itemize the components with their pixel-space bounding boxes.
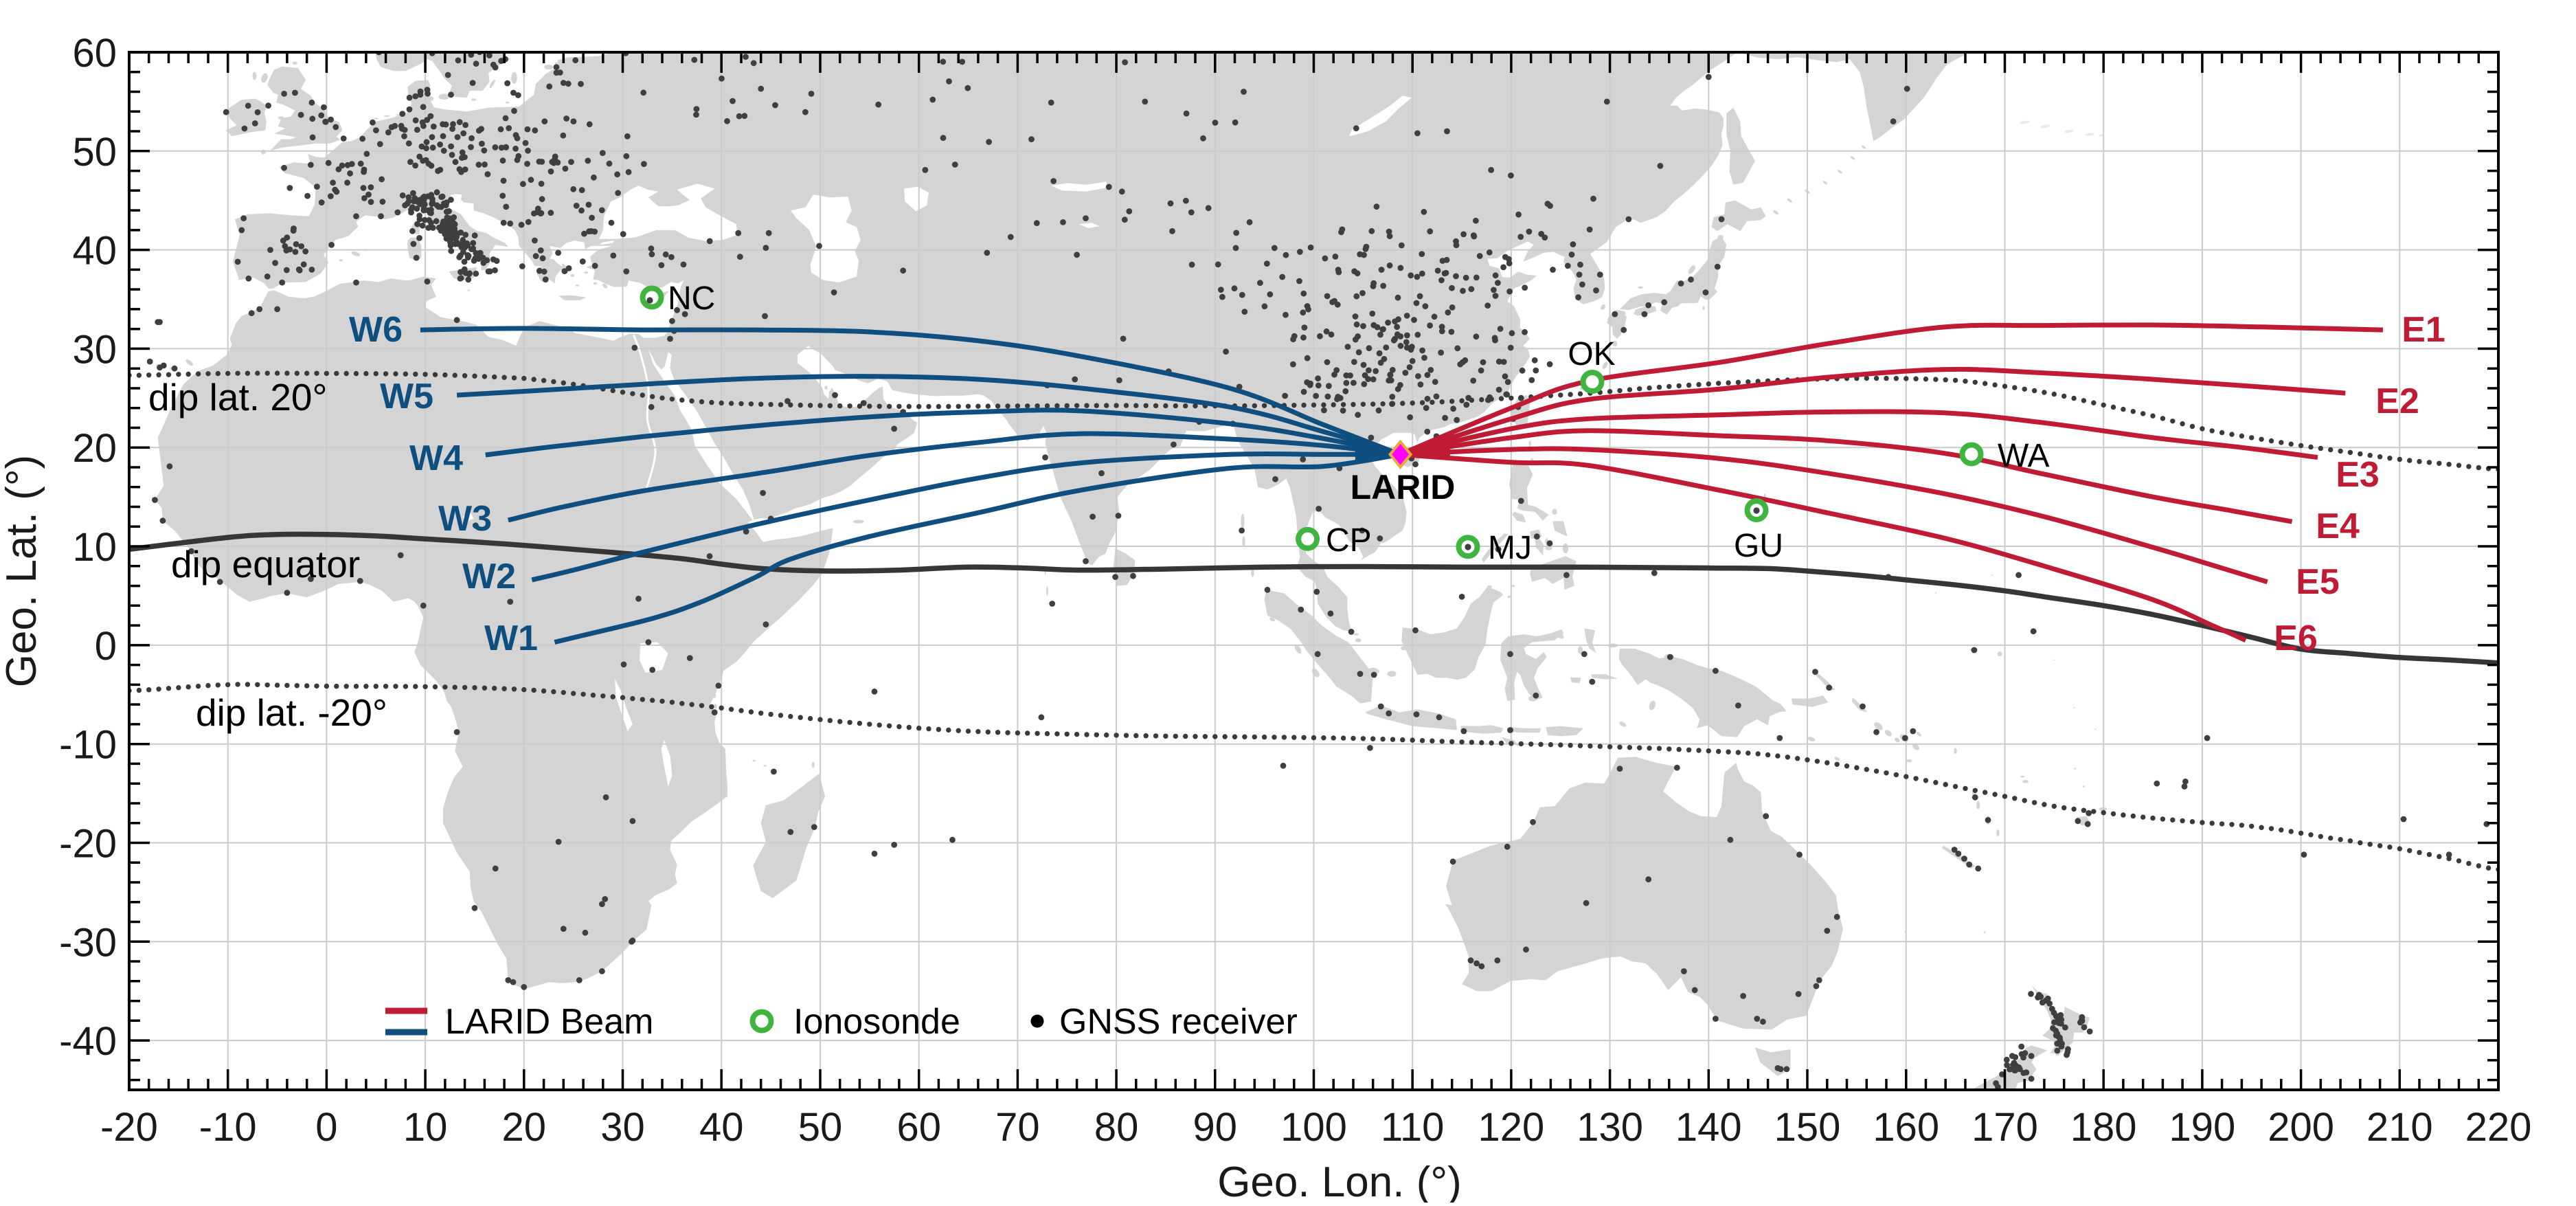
svg-text:30: 30 [72, 327, 117, 372]
svg-text:-30: -30 [59, 920, 117, 965]
svg-text:dip lat. 20°: dip lat. 20° [148, 376, 328, 418]
svg-text:10: 10 [403, 1105, 448, 1150]
svg-text:170: 170 [1971, 1105, 2038, 1150]
svg-text:160: 160 [1873, 1105, 1939, 1150]
svg-text:W4: W4 [409, 438, 463, 478]
svg-text:100: 100 [1280, 1105, 1347, 1150]
svg-text:-20: -20 [100, 1105, 158, 1150]
svg-text:120: 120 [1478, 1105, 1545, 1150]
svg-text:Ionosonde: Ionosonde [793, 1002, 960, 1042]
svg-text:dip lat. -20°: dip lat. -20° [196, 691, 387, 734]
svg-text:60: 60 [72, 31, 117, 76]
svg-text:LARID Beam: LARID Beam [445, 1002, 653, 1042]
svg-text:-10: -10 [59, 723, 117, 768]
svg-text:40: 40 [72, 229, 117, 273]
svg-text:-40: -40 [59, 1019, 117, 1064]
svg-text:140: 140 [1675, 1105, 1742, 1150]
svg-text:W5: W5 [380, 377, 433, 416]
svg-text:E5: E5 [2296, 562, 2340, 602]
svg-text:W2: W2 [462, 557, 516, 596]
svg-text:190: 190 [2169, 1105, 2236, 1150]
svg-text:W6: W6 [349, 310, 403, 350]
svg-text:LARID: LARID [1351, 468, 1456, 506]
svg-text:80: 80 [1094, 1105, 1139, 1150]
svg-text:20: 20 [72, 426, 117, 471]
svg-text:GNSS receiver: GNSS receiver [1059, 1002, 1298, 1042]
svg-text:E3: E3 [2336, 455, 2380, 495]
svg-text:Geo. Lat. (°): Geo. Lat. (°) [0, 455, 45, 687]
svg-text:CP: CP [1326, 522, 1372, 559]
svg-text:0: 0 [315, 1105, 337, 1150]
svg-text:220: 220 [2465, 1105, 2532, 1150]
svg-text:50: 50 [798, 1105, 843, 1150]
svg-text:50: 50 [72, 130, 117, 175]
svg-text:10: 10 [72, 525, 117, 570]
svg-text:180: 180 [2070, 1105, 2137, 1150]
svg-text:200: 200 [2268, 1105, 2334, 1150]
svg-text:-10: -10 [199, 1105, 257, 1150]
svg-text:dip equator: dip equator [171, 543, 360, 585]
svg-text:W1: W1 [484, 618, 538, 658]
svg-text:E6: E6 [2274, 618, 2318, 658]
svg-text:OK: OK [1568, 336, 1615, 372]
svg-text:MJ: MJ [1488, 530, 1532, 566]
svg-text:Geo. Lon. (°): Geo. Lon. (°) [1217, 1159, 1462, 1203]
svg-text:110: 110 [1381, 1105, 1444, 1150]
svg-text:E4: E4 [2316, 506, 2360, 546]
svg-text:70: 70 [995, 1105, 1040, 1150]
svg-text:W3: W3 [438, 499, 492, 539]
svg-text:40: 40 [699, 1105, 744, 1150]
svg-text:E1: E1 [2402, 310, 2445, 350]
svg-text:210: 210 [2366, 1105, 2433, 1150]
svg-text:150: 150 [1774, 1105, 1841, 1150]
svg-text:-20: -20 [59, 822, 117, 867]
svg-text:60: 60 [896, 1105, 941, 1150]
svg-text:NC: NC [668, 280, 715, 317]
svg-text:GU: GU [1734, 528, 1783, 564]
svg-text:WA: WA [1998, 438, 2050, 474]
svg-text:20: 20 [502, 1105, 547, 1150]
svg-text:130: 130 [1577, 1105, 1643, 1150]
svg-text:0: 0 [95, 624, 117, 669]
svg-text:30: 30 [600, 1105, 645, 1150]
svg-text:90: 90 [1193, 1105, 1238, 1150]
svg-text:E2: E2 [2375, 381, 2419, 421]
